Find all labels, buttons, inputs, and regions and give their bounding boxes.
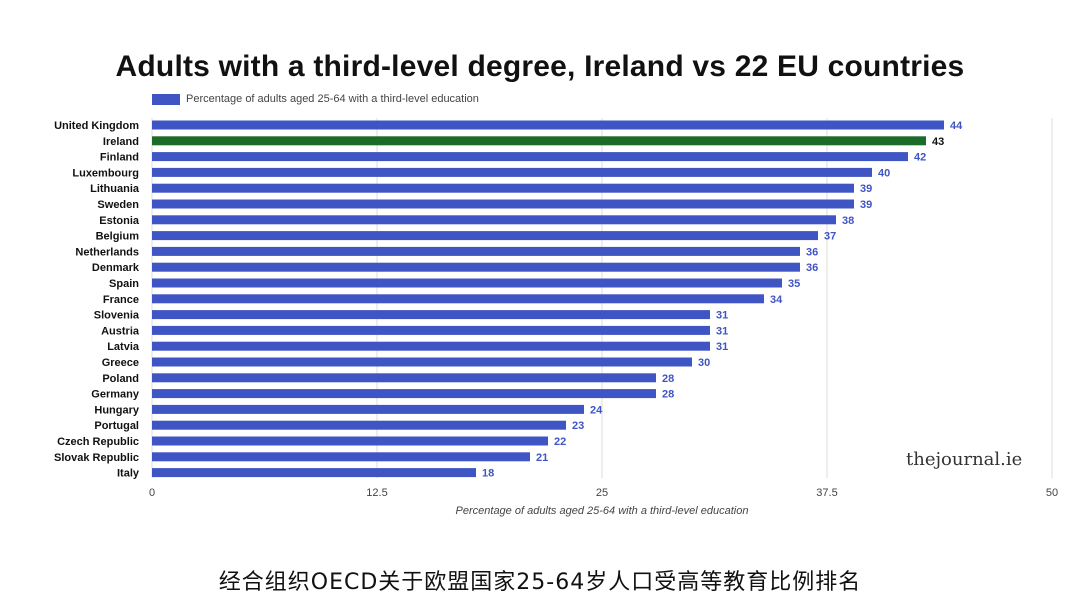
value-label: 43: [932, 136, 944, 148]
bar-denmark: [152, 262, 800, 272]
category-label: Spain: [109, 278, 139, 290]
value-label: 34: [770, 294, 783, 306]
bar-france: [152, 294, 764, 304]
category-label: Austria: [101, 325, 140, 337]
x-tick-label: 12.5: [366, 487, 387, 499]
category-label: Finland: [100, 152, 139, 164]
category-label: Belgium: [96, 231, 140, 243]
legend-label: Percentage of adults aged 25-64 with a t…: [186, 93, 479, 105]
category-label: Greece: [102, 357, 139, 369]
bar-italy: [152, 468, 476, 478]
category-label: Slovak Republic: [54, 452, 139, 464]
value-label: 44: [950, 120, 963, 132]
bar-luxembourg: [152, 167, 872, 177]
bar-slovenia: [152, 310, 710, 320]
category-label: Hungary: [94, 404, 140, 416]
value-label: 30: [698, 357, 710, 369]
category-label: Portugal: [94, 420, 139, 432]
bar-poland: [152, 373, 656, 383]
value-label: 18: [482, 468, 494, 480]
value-label: 28: [662, 389, 674, 401]
value-label: 38: [842, 215, 854, 227]
category-label: Poland: [102, 373, 139, 385]
bar-ireland: [152, 136, 926, 146]
value-label: 22: [554, 436, 566, 448]
legend-swatch: [152, 93, 180, 105]
bar-estonia: [152, 215, 836, 225]
x-tick-label: 25: [596, 487, 608, 499]
bar-belgium: [152, 231, 818, 241]
bar-czech-republic: [152, 436, 548, 446]
bar-lithuania: [152, 183, 854, 193]
value-label: 36: [806, 262, 818, 274]
category-label: Estonia: [99, 215, 140, 227]
bar-greece: [152, 357, 692, 367]
value-label: 21: [536, 452, 548, 464]
bar-latvia: [152, 341, 710, 351]
category-label: Czech Republic: [57, 436, 139, 448]
category-label: Germany: [91, 389, 140, 401]
category-label: Ireland: [103, 136, 139, 148]
category-label: United Kingdom: [54, 120, 139, 132]
x-tick-labels: 0 12.5 25 37.5 50: [149, 487, 1058, 499]
category-label: France: [103, 294, 139, 306]
x-axis-label: Percentage of adults aged 25-64 with a t…: [456, 505, 749, 517]
x-tick-label: 0: [149, 487, 155, 499]
category-labels: United Kingdom Ireland Finland Luxembourg Li…: [54, 120, 140, 480]
value-label: 36: [806, 246, 818, 258]
value-label: 31: [716, 325, 728, 337]
value-labels: 44 43 42 40 39 39 38 37 36 36 35 34 31 31 31 30 28 28 24 23…: [482, 120, 963, 480]
chart-title: Adults with a third-level degree, Irelan…: [115, 50, 965, 83]
value-label: 24: [590, 404, 603, 416]
bar-hungary: [152, 404, 584, 414]
category-label: Denmark: [92, 262, 140, 274]
bar-sweden: [152, 199, 854, 209]
value-label: 23: [572, 420, 584, 432]
value-label: 39: [860, 199, 872, 211]
bar-spain: [152, 278, 782, 288]
bar-united-kingdom: [152, 120, 944, 130]
category-label: Sweden: [97, 199, 139, 211]
value-label: 40: [878, 167, 890, 179]
category-label: Italy: [117, 468, 140, 480]
bar-portugal: [152, 420, 566, 430]
watermark: thejournal.ie: [906, 449, 1023, 470]
value-label: 37: [824, 231, 836, 243]
bar-netherlands: [152, 246, 800, 256]
bar-layer: [152, 120, 944, 478]
category-label: Latvia: [107, 341, 140, 353]
bar-finland: [152, 152, 908, 162]
value-label: 31: [716, 310, 728, 322]
bar-austria: [152, 325, 710, 335]
x-tick-label: 50: [1046, 487, 1058, 499]
caption: 经合组织OECD关于欧盟国家25-64岁人口受高等教育比例排名: [218, 570, 862, 595]
value-label: 42: [914, 152, 926, 164]
value-label: 39: [860, 183, 872, 195]
bar-germany: [152, 389, 656, 399]
bar-slovak-republic: [152, 452, 530, 462]
value-label: 35: [788, 278, 800, 290]
category-label: Lithuania: [90, 183, 140, 195]
value-label: 28: [662, 373, 674, 385]
category-label: Luxembourg: [72, 167, 139, 179]
value-label: 31: [716, 341, 728, 353]
x-tick-label: 37.5: [816, 487, 837, 499]
category-label: Slovenia: [94, 310, 140, 322]
legend: Percentage of adults aged 25-64 with a t…: [152, 93, 479, 105]
category-label: Netherlands: [75, 246, 139, 258]
